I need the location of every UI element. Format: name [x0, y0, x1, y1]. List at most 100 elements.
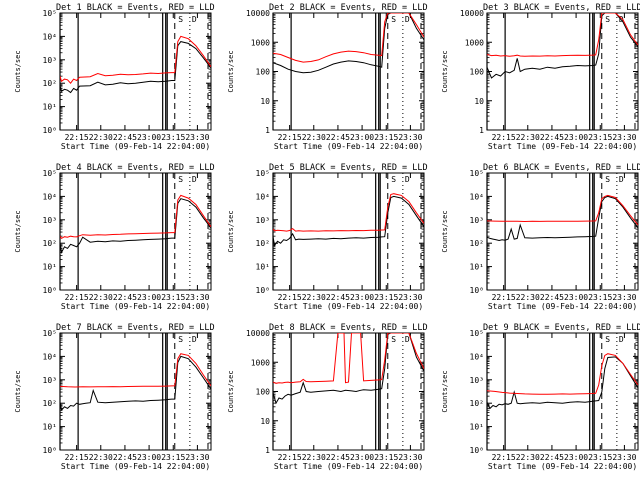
y-tick-label: 10⁰: [470, 446, 484, 455]
panel-title: Det 3 BLACK = Events, RED = LLD: [483, 3, 640, 13]
y-tick-label: 10⁴: [43, 32, 57, 41]
x-tick-label: 23:30: [612, 293, 636, 302]
plot-frame: [59, 12, 212, 131]
y-tick-label: 10: [260, 97, 270, 106]
x-tick-label: 22:45: [540, 293, 564, 302]
y-tick-label: 10⁵: [43, 169, 57, 178]
marker-label: S: [391, 175, 396, 184]
marker-label: D: [405, 175, 410, 184]
x-tick-label: 22:15: [65, 133, 89, 142]
panel-title: Det 1 BLACK = Events, RED = LLD: [56, 3, 215, 13]
x-tick-label: 23:15: [588, 293, 612, 302]
x-tick-label: 23:15: [161, 293, 185, 302]
x-tick-label: 23:30: [612, 453, 636, 462]
y-tick-label: 10³: [43, 56, 57, 65]
x-tick-label: 22:45: [113, 453, 137, 462]
y-tick-label: 10⁴: [470, 192, 484, 201]
y-axis-label: Counts/sec: [227, 370, 235, 412]
x-tick-label: 23:15: [374, 293, 398, 302]
events-line: [60, 355, 211, 412]
y-tick-label: 10⁵: [470, 329, 484, 338]
detector-panel-4: Det 4 BLACK = Events, RED = LLD 10⁰ 10¹ 10²…: [14, 163, 215, 311]
y-axis-label: Counts/sec: [441, 370, 449, 412]
x-axis-label: Start Time (09-Feb-14 22:04:00): [274, 462, 423, 471]
y-tick-label: 10⁵: [43, 329, 57, 338]
x-tick-label: 23:30: [398, 133, 422, 142]
x-tick-label: 22:30: [516, 453, 540, 462]
y-tick-label: 10²: [470, 399, 484, 408]
lld-line: [273, 333, 424, 384]
marker-label: D: [619, 335, 624, 344]
x-tick-label: 22:30: [516, 293, 540, 302]
events-line: [487, 356, 638, 410]
marker-label: S: [391, 15, 396, 24]
y-tick-label: 10000: [246, 329, 270, 338]
marker-label: S: [605, 335, 610, 344]
x-tick-label: 23:00: [564, 293, 588, 302]
x-tick-label: 22:15: [65, 293, 89, 302]
x-tick-label: 23:15: [161, 133, 185, 142]
x-tick-label: 23:30: [185, 453, 209, 462]
x-tick-label: 23:00: [137, 133, 161, 142]
y-tick-label: 10³: [43, 376, 57, 385]
y-tick-label: 10³: [43, 216, 57, 225]
marker-label: S: [391, 335, 396, 344]
x-tick-label: 23:15: [588, 453, 612, 462]
events-line: [60, 198, 211, 255]
y-tick-label: 10²: [256, 239, 270, 248]
detector-panel-6: Det 6 BLACK = Events, RED = LLD 10⁰ 10¹ 10²…: [441, 163, 640, 311]
marker-label: D: [405, 335, 410, 344]
events-line: [487, 195, 638, 242]
lld-line: [487, 194, 638, 226]
x-tick-label: 23:30: [398, 293, 422, 302]
y-tick-label: 1000: [465, 38, 484, 47]
x-tick-label: 23:00: [350, 453, 374, 462]
y-tick-label: 10⁰: [43, 286, 57, 295]
x-tick-label: 23:00: [564, 133, 588, 142]
y-tick-label: 10²: [43, 399, 57, 408]
x-axis-label: Start Time (09-Feb-14 22:04:00): [61, 142, 210, 151]
x-tick-label: 22:30: [89, 453, 113, 462]
x-tick-label: 23:00: [137, 293, 161, 302]
x-tick-label: 22:30: [516, 133, 540, 142]
y-tick-label: 10³: [470, 376, 484, 385]
detector-panel-5: Det 5 BLACK = Events, RED = LLD 10⁰ 10¹ 10²…: [227, 163, 428, 311]
x-tick-label: 22:15: [278, 453, 302, 462]
x-tick-label: 22:45: [113, 133, 137, 142]
x-axis-label: Start Time (09-Feb-14 22:04:00): [61, 462, 210, 471]
x-tick-label: 22:30: [302, 293, 326, 302]
y-tick-label: 100: [256, 68, 271, 77]
marker-label: S: [178, 335, 183, 344]
x-tick-label: 22:30: [302, 453, 326, 462]
plot-frame: [59, 332, 212, 451]
lld-line: [487, 13, 638, 57]
lld-line: [487, 353, 638, 395]
plot-frame: [59, 172, 212, 291]
x-tick-label: 22:15: [278, 133, 302, 142]
marker-label: S: [178, 15, 183, 24]
x-tick-label: 23:00: [350, 293, 374, 302]
x-tick-label: 22:45: [326, 293, 350, 302]
detector-panel-1: Det 1 BLACK = Events, RED = LLD 10⁰ 10¹ 10²…: [14, 3, 215, 151]
marker-label: D: [192, 15, 197, 24]
x-axis-label: Start Time (09-Feb-14 22:04:00): [274, 302, 423, 311]
x-tick-label: 23:30: [398, 453, 422, 462]
y-tick-label: 10⁰: [43, 446, 57, 455]
y-tick-label: 10²: [43, 239, 57, 248]
x-axis-label: Start Time (09-Feb-14 22:04:00): [274, 142, 423, 151]
lld-line: [273, 193, 424, 232]
y-tick-label: 1: [265, 446, 270, 455]
x-tick-label: 22:30: [89, 133, 113, 142]
panel-title: Det 4 BLACK = Events, RED = LLD: [56, 163, 215, 173]
x-tick-label: 22:15: [492, 133, 516, 142]
y-axis-label: Counts/sec: [14, 210, 22, 252]
y-tick-label: 1: [479, 126, 484, 135]
y-tick-label: 10⁰: [470, 286, 484, 295]
y-tick-label: 10⁵: [43, 9, 57, 18]
x-tick-label: 23:00: [137, 453, 161, 462]
x-tick-label: 23:00: [350, 133, 374, 142]
x-tick-label: 22:15: [278, 293, 302, 302]
y-axis-label: Counts/sec: [14, 370, 22, 412]
x-tick-label: 22:45: [540, 133, 564, 142]
